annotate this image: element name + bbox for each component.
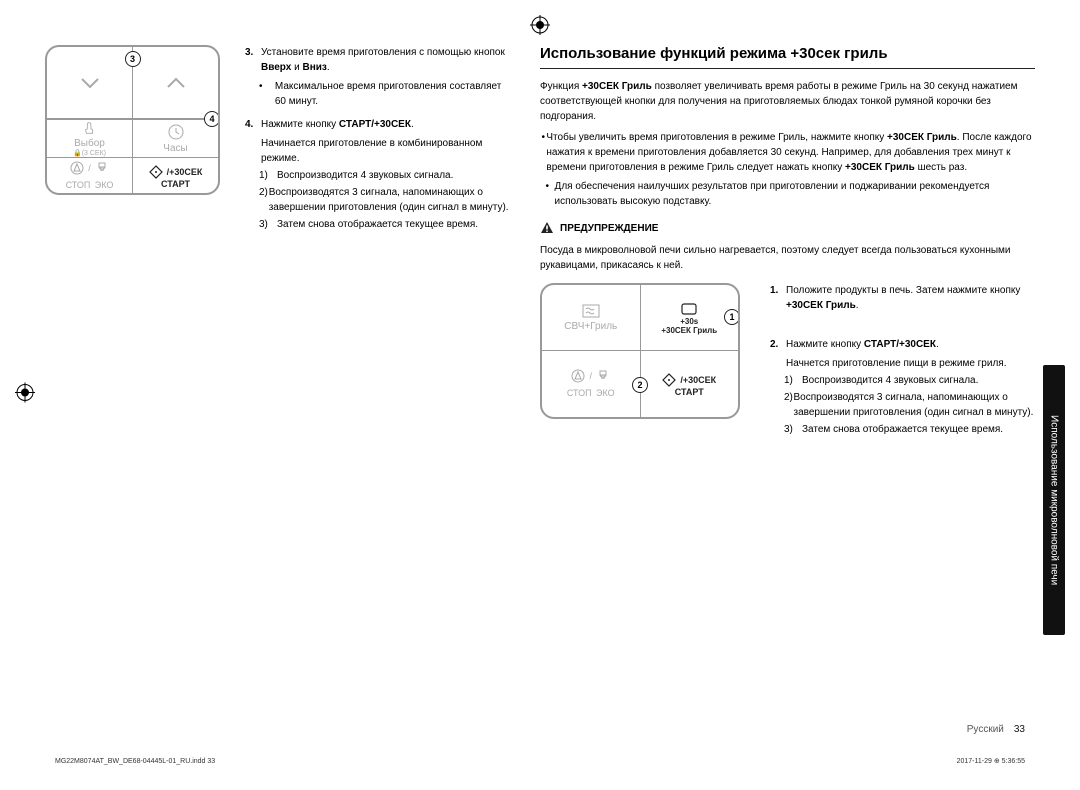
stop-icon — [571, 369, 585, 383]
down-arrow-cell — [47, 47, 132, 118]
bullet-2: Для обеспечения наилучших результатов пр… — [555, 179, 1035, 209]
start-icon — [149, 165, 163, 179]
side-tab: Использование микроволновой печи — [1043, 365, 1065, 635]
footer-page: 33 — [1014, 724, 1025, 735]
warning-row: ПРЕДУПРЕЖДЕНИЕ — [540, 221, 1035, 235]
left-panel-wrap: 3 4 Выбор 🔒(3 СЕК) — [45, 45, 225, 745]
select-label: Выбор — [74, 138, 105, 149]
clock-label: Часы — [163, 143, 187, 154]
select-cell: Выбор 🔒(3 СЕК) — [47, 120, 132, 157]
eco-label: ЭКО — [596, 388, 615, 398]
step-num: 3. — [245, 45, 261, 75]
lock-label: 🔒(3 СЕК) — [73, 149, 106, 157]
up-arrow-cell — [132, 47, 218, 118]
crop-mark-left — [15, 383, 35, 408]
mw-grill-label: СВЧ+Гриль — [564, 321, 617, 332]
plus30-label: /+30СЕК — [680, 375, 716, 385]
step-num: 4. — [245, 117, 261, 132]
start-icon — [662, 373, 676, 387]
sub-text: Максимальное время приготовления составл… — [275, 79, 515, 109]
plus30s-icon — [679, 301, 699, 317]
overprint-left: MG22M8074AT_BW_DE68-04445L-01_RU.indd 33 — [55, 758, 215, 765]
sub-text: Затем снова отображается текущее время. — [802, 422, 1003, 437]
para-1: Функция +30СЕК Гриль позволяет увеличива… — [540, 79, 1035, 124]
warning-label: ПРЕДУПРЕЖДЕНИЕ — [560, 223, 658, 234]
page-content: 3 4 Выбор 🔒(3 СЕК) — [45, 45, 1035, 745]
start-label: СТАРТ — [161, 179, 190, 189]
sub-text: Воспроизводится 4 звуковых сигнала. — [277, 168, 453, 183]
mw-grill-cell: СВЧ+Гриль — [542, 285, 640, 350]
left-instructions: 3. Установите время приготовления с помо… — [245, 45, 515, 745]
hand-icon — [81, 120, 99, 136]
page-footer: Русский 33 — [967, 724, 1025, 735]
crop-mark-top — [530, 15, 550, 40]
eco-icon — [596, 369, 610, 383]
sub-text: Воспроизводятся 3 сигнала, напоминающих … — [269, 185, 515, 215]
bullet-1: Чтобы увеличить время приготовления в ре… — [546, 130, 1035, 175]
stop-icon — [70, 161, 84, 175]
chevron-up-icon — [165, 75, 187, 91]
warning-body: Посуда в микроволновой печи сильно нагре… — [540, 243, 1035, 273]
badge-2: 2 — [632, 377, 648, 393]
start-label: СТАРТ — [675, 387, 704, 397]
step-body: Положите продукты в печь. Затем нажмите … — [786, 283, 1035, 313]
footer-lang: Русский — [967, 724, 1004, 735]
plus30s-text: +30s — [680, 317, 698, 326]
eco-icon — [95, 161, 109, 175]
sub-text: Воспроизводятся 3 сигнала, напоминающих … — [794, 390, 1035, 420]
right-column: Использование функций режима +30сек грил… — [540, 45, 1035, 745]
step-num: 2. — [770, 337, 786, 352]
step-body: Нажмите кнопку СТАРТ/+30СЕК. — [261, 117, 515, 132]
step-body: Нажмите кнопку СТАРТ/+30СЕК. — [786, 337, 1035, 352]
sub-text: Начинается приготовление в комбинированн… — [245, 136, 515, 166]
left-column: 3 4 Выбор 🔒(3 СЕК) — [45, 45, 515, 745]
control-panel-right: 1 2 СВЧ+Гриль +30s +30СЕК Гриль — [540, 283, 740, 419]
start-cell-r: /+30СЕК СТАРТ — [640, 351, 739, 419]
plus30-label: /+30СЕК — [167, 167, 203, 177]
start-cell: /+30СЕК СТАРТ — [132, 158, 218, 195]
warning-icon — [540, 221, 554, 235]
badge-4: 4 — [204, 111, 220, 127]
sub-text: Начнется приготовление пищи в режиме гри… — [770, 356, 1035, 371]
step-body: Установите время приготовления с помощью… — [261, 45, 515, 75]
badge-1: 1 — [724, 309, 740, 325]
section-heading: Использование функций режима +30сек грил… — [540, 45, 1035, 69]
eco-label: ЭКО — [95, 180, 114, 190]
sub-text: Затем снова отображается текущее время. — [277, 217, 478, 232]
stop-eco-cell-r: / СТОП ЭКО — [542, 351, 640, 419]
chevron-down-icon — [79, 75, 101, 91]
clock-icon — [167, 123, 185, 141]
overprint-right: 2017-11-29 ⊕ 5:36:55 — [957, 757, 1025, 765]
badge-3: 3 — [125, 51, 141, 67]
sub-text: Воспроизводится 4 звуковых сигнала. — [802, 373, 978, 388]
control-panel-left: 3 4 Выбор 🔒(3 СЕК) — [45, 45, 220, 195]
step-num: 1. — [770, 283, 786, 313]
plus30-grill-label: +30СЕК Гриль — [661, 326, 717, 335]
stop-eco-cell: / СТОП ЭКО — [47, 158, 132, 195]
stop-label: СТОП — [66, 180, 91, 190]
right-panel-wrap: 1 2 СВЧ+Гриль +30s +30СЕК Гриль — [540, 283, 750, 437]
clock-cell: Часы — [132, 120, 218, 157]
mw-grill-icon — [581, 303, 601, 319]
right-instructions: 1. Положите продукты в печь. Затем нажми… — [770, 283, 1035, 437]
stop-label: СТОП — [567, 388, 592, 398]
